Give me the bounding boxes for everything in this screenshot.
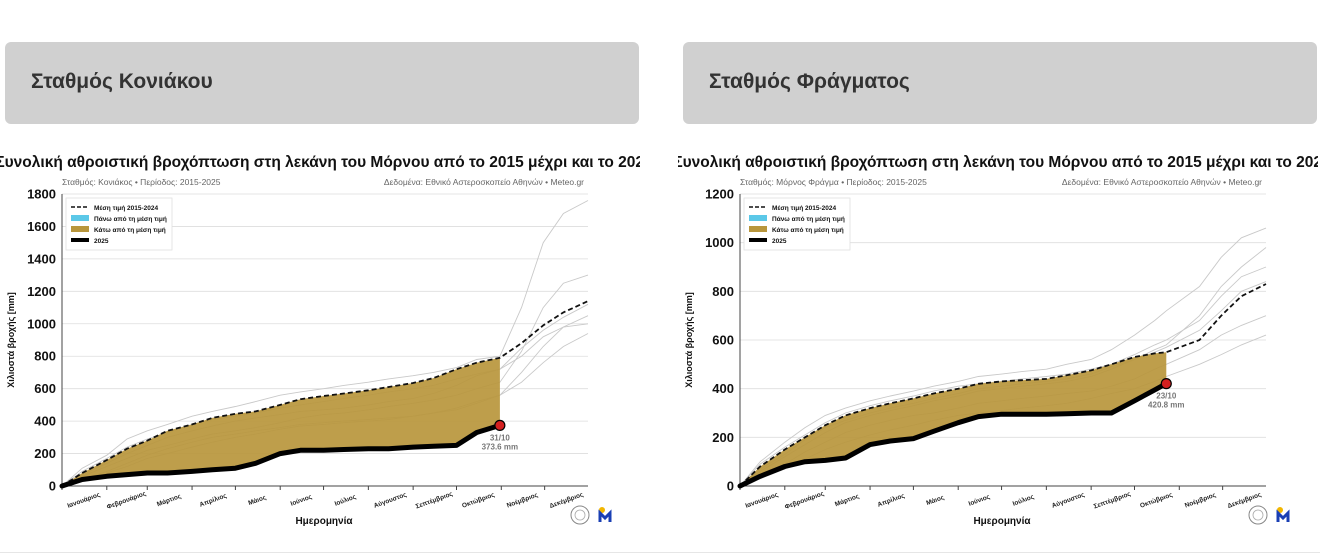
x-tick-label: Μάιος — [247, 494, 267, 507]
x-tick-label: Οκτώβριος — [1139, 491, 1174, 509]
y-tick-label: 1200 — [27, 284, 56, 299]
last-point-marker — [1160, 378, 1172, 390]
chart-subtitle: Σταθμός: Μόρνος Φράγμα • Περίοδος: 2015-… — [740, 177, 927, 187]
legend-swatch-below — [71, 226, 89, 232]
y-tick-label: 200 — [712, 430, 734, 445]
observatory-seal-inner-icon — [574, 509, 586, 521]
x-tick-label: Αύγουστος — [1051, 491, 1086, 510]
divider — [0, 552, 1320, 553]
legend-label: Πάνω από τη μέση τιμή — [772, 216, 845, 223]
x-axis-title: Ημερομηνία — [973, 516, 1031, 527]
legend-swatch-above — [749, 215, 767, 221]
legend-label: 2025 — [772, 238, 787, 245]
mean-line — [739, 283, 1267, 487]
last-point-value: 420.8 mm — [1148, 401, 1184, 410]
x-tick-label: Ιανουάριος — [67, 491, 102, 510]
x-tick-label: Φεβρουάριος — [784, 490, 826, 511]
last-point-marker — [494, 419, 506, 431]
station-title: Σταθμός Κονιάκου — [31, 70, 213, 93]
observatory-seal-icon — [570, 505, 590, 525]
mean-line — [61, 300, 589, 487]
legend: Μέση τιμή 2015-2024 Πάνω από τη μέση τιμή… — [65, 197, 173, 251]
x-tick-label: Ιανουάριος — [745, 491, 780, 510]
legend-label: Κάτω από τη μέση τιμή — [772, 227, 844, 234]
x-tick-label: Ιούνιος — [968, 493, 992, 507]
meteo-logo-icon — [598, 509, 612, 522]
history-line — [739, 266, 1267, 487]
y-tick-label: 1400 — [27, 251, 56, 266]
chart-title: Συνολική αθροιστική βροχόπτωση στη λεκάν… — [0, 154, 640, 171]
x-tick-label: Φεβρουάριος — [106, 490, 148, 511]
legend-label: Μέση τιμή 2015-2024 — [94, 205, 158, 212]
y-tick-label: 800 — [34, 349, 56, 364]
x-tick-label: Δεκέμβριος — [549, 491, 585, 510]
observatory-seal-inner-icon — [1252, 509, 1264, 521]
rainfall-chart-fragma: Συνολική αθροιστική βροχόπτωση στη λεκάν… — [678, 154, 1318, 527]
observatory-seal-icon — [1248, 505, 1268, 525]
x-tick-label: Ιούνιος — [290, 493, 314, 507]
legend-swatch-below — [749, 226, 767, 232]
x-tick-label: Απρίλιος — [876, 491, 906, 508]
y-tick-label: 1000 — [705, 235, 734, 250]
chart-subtitle: Σταθμός: Κονιάκος • Περίοδος: 2015-2025 — [62, 177, 221, 187]
below-mean-area — [740, 352, 1167, 486]
x-tick-label: Οκτώβριος — [461, 491, 496, 509]
meteo-logo-icon — [1276, 509, 1290, 522]
station-header-koniakos: Σταθμός Κονιάκου — [5, 42, 639, 124]
chart-title: Συνολική αθροιστική βροχόπτωση στη λεκάν… — [678, 154, 1318, 171]
rainfall-chart-koniakos: Συνολική αθροιστική βροχόπτωση στη λεκάν… — [0, 154, 640, 527]
last-point-date: 23/10 — [1156, 392, 1177, 401]
y-tick-label: 800 — [712, 284, 734, 299]
x-tick-label: Μάρτιος — [834, 493, 861, 508]
x-tick-label: Δεκέμβριος — [1227, 491, 1263, 510]
y-tick-label: 600 — [34, 381, 56, 396]
below-mean-area — [62, 357, 500, 486]
y-tick-label: 1800 — [27, 187, 56, 202]
legend-swatch-above — [71, 215, 89, 221]
x-axis-title: Ημερομηνία — [295, 516, 353, 527]
y-tick-label: 200 — [34, 446, 56, 461]
last-point-date: 31/10 — [490, 433, 511, 442]
chart-source: Δεδομένα: Εθνικό Αστεροσκοπείο Αθηνών • … — [1062, 177, 1262, 187]
x-tick-label: Νοέμβριος — [1184, 491, 1218, 509]
y-tick-label: 0 — [727, 479, 734, 494]
y-tick-label: 400 — [34, 414, 56, 429]
y-axis-title: Χιλιοστά βροχής [mm] — [684, 292, 694, 388]
x-tick-label: Μάιος — [925, 494, 945, 507]
y-axis-title: Χιλιοστά βροχής [mm] — [6, 292, 16, 388]
x-tick-label: Σεπτέμβριος — [415, 490, 455, 510]
history-line — [739, 227, 1267, 487]
legend-label: Μέση τιμή 2015-2024 — [772, 205, 836, 212]
x-tick-label: Σεπτέμβριος — [1093, 490, 1133, 510]
y-tick-label: 600 — [712, 333, 734, 348]
x-tick-label: Ιούλιος — [1011, 492, 1035, 507]
y-tick-label: 1200 — [705, 187, 734, 202]
x-tick-label: Αύγουστος — [373, 491, 408, 510]
line-2025 — [737, 381, 1169, 489]
y-tick-label: 1000 — [27, 316, 56, 331]
station-title: Σταθμός Φράγματος — [709, 70, 910, 93]
legend-label: Κάτω από τη μέση τιμή — [94, 227, 166, 234]
line-2025 — [59, 422, 503, 489]
x-tick-label: Ιούλιος — [333, 492, 357, 507]
y-tick-label: 0 — [49, 479, 56, 494]
chart-source: Δεδομένα: Εθνικό Αστεροσκοπείο Αθηνών • … — [384, 177, 584, 187]
x-tick-label: Απρίλιος — [198, 491, 228, 508]
legend: Μέση τιμή 2015-2024 Πάνω από τη μέση τιμή… — [743, 197, 851, 251]
legend-label: Πάνω από τη μέση τιμή — [94, 216, 167, 223]
y-tick-label: 1600 — [27, 219, 56, 234]
last-point-value: 373.6 mm — [482, 442, 518, 451]
history-line — [61, 200, 589, 487]
x-tick-label: Μάρτιος — [156, 493, 183, 508]
x-tick-label: Νοέμβριος — [506, 491, 540, 509]
station-header-fragma: Σταθμός Φράγματος — [683, 42, 1317, 124]
y-tick-label: 400 — [712, 381, 734, 396]
legend-label: 2025 — [94, 238, 109, 245]
